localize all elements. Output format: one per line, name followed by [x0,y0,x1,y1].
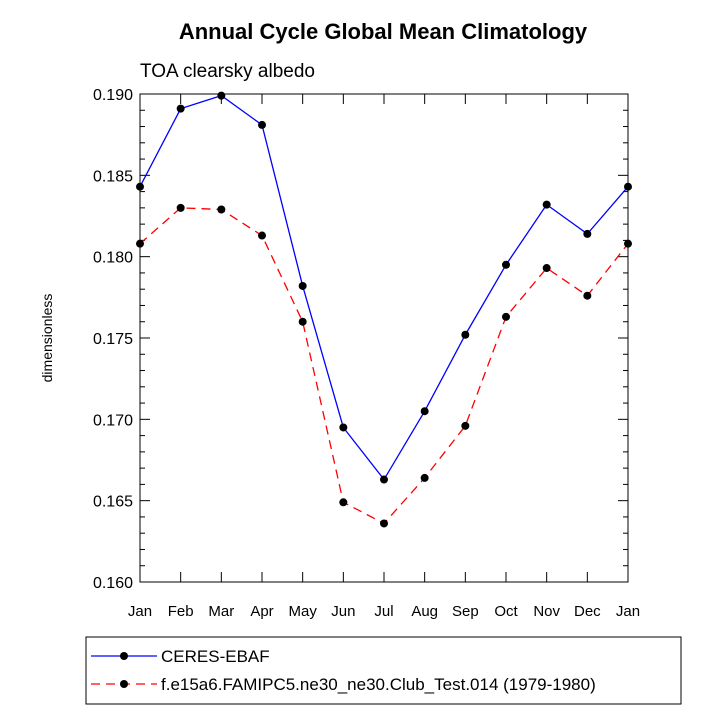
series-line-1 [139,94,629,481]
series-2-point [339,498,348,507]
x-tick-label: Jan [616,603,640,620]
legend-marker-2 [120,680,128,688]
legend-label-2: f.e15a6.FAMIPC5.ne30_ne30.Club_Test.014 … [161,675,596,694]
x-tick-label: Jun [331,603,355,620]
x-tick-label: Nov [533,603,560,620]
series-2-point [258,231,266,240]
series-2-point [583,291,592,300]
series-2-point [502,312,510,321]
series-1-point [339,423,348,432]
chart-title: Annual Cycle Global Mean Climatology [179,19,588,44]
series-2-point [176,203,185,212]
series-1-point [420,407,429,416]
series-2-point [461,421,470,430]
chart-subtitle: TOA clearsky albedo [140,61,315,82]
y-axis-label: dimensionless [39,294,55,383]
x-tick-label: Oct [494,603,518,620]
x-tick-label: May [288,603,317,620]
legend-marker-1 [120,652,128,660]
series-1-point [380,475,388,484]
series-2-point [420,473,429,482]
series-2-point [217,205,226,214]
legend: CERES-EBAF f.e15a6.FAMIPC5.ne30_ne30.Club… [85,636,682,705]
x-tick-label: Aug [411,603,438,620]
y-tick-label: 0.175 [93,331,133,348]
legend-label-1: CERES-EBAF [161,647,270,666]
series-1-point [298,281,307,290]
y-tick-label: 0.160 [93,575,133,592]
series-1-point [217,91,226,100]
y-tick-label: 0.165 [93,494,133,511]
series-1-point [461,330,470,339]
series-1-point [176,104,185,113]
y-tick-label: 0.190 [93,87,133,104]
x-tick-label: Feb [168,603,194,620]
x-tick-label: Jan [128,603,152,620]
y-tick-label: 0.185 [93,168,133,185]
plot-frame [139,93,629,583]
series-2-point [380,519,388,528]
series-1-point [258,120,266,129]
x-tick-label: Apr [250,603,273,620]
series-2-point [542,264,551,273]
series-1-point [583,229,592,238]
x-tick-label: Sep [452,603,479,620]
y-tick-label: 0.180 [93,250,133,267]
legend-box [85,636,682,705]
series-2-point [298,317,307,326]
y-tick-label: 0.170 [93,412,133,429]
x-tick-label: Dec [574,603,601,620]
x-tick-label: Mar [208,603,234,620]
series-1-point [502,260,510,269]
series-1-point [542,200,551,209]
x-tick-label: Jul [374,603,393,620]
